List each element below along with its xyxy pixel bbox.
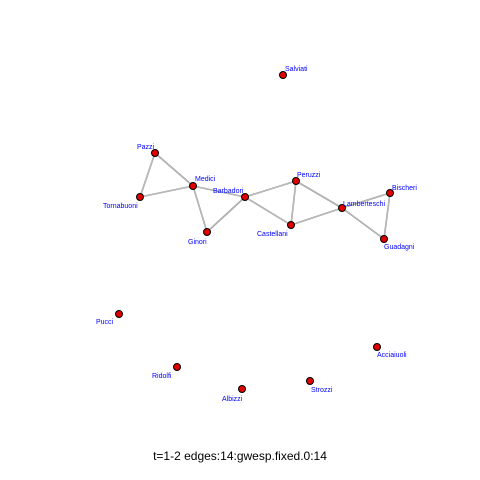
node-label: Tornabuoni <box>103 203 138 210</box>
edge-highlight <box>295 180 343 209</box>
node-marker <box>338 204 346 212</box>
node-medici: Medici <box>189 176 216 190</box>
node-marker <box>203 228 211 236</box>
node-label: Guadagni <box>384 244 415 251</box>
edge-pazzi-tornabuoni <box>139 152 156 198</box>
node-label: Ridolfi <box>152 373 172 380</box>
node-guadagni: Guadagni <box>380 235 415 251</box>
node-label: Ginori <box>188 239 207 246</box>
node-peruzzi: Peruzzi <box>292 172 321 185</box>
node-label: Bischeri <box>392 185 417 192</box>
node-marker <box>287 221 295 229</box>
node-marker <box>279 71 287 79</box>
node-label: Pazzi <box>137 144 155 151</box>
node-ridolfi: Ridolfi <box>152 363 181 380</box>
edge-highlight <box>383 192 391 240</box>
edge-highlight <box>341 207 385 240</box>
plot-caption: t=1-2 edges:14:gwesp.fixed.0:14 <box>153 449 327 463</box>
edge-tornabuoni-medici <box>139 185 194 198</box>
node-label: Albizzi <box>222 396 243 403</box>
node-lamberteschi: Lamberteschi <box>338 201 385 212</box>
edges-layer <box>139 152 391 240</box>
node-marker <box>241 193 249 201</box>
node-marker <box>386 189 394 197</box>
node-label: Peruzzi <box>297 172 321 179</box>
node-label: Salviati <box>285 66 308 73</box>
node-marker <box>115 310 123 318</box>
node-pazzi: Pazzi <box>137 144 159 157</box>
node-marker <box>306 377 314 385</box>
node-marker <box>238 385 246 393</box>
edge-highlight <box>192 185 208 233</box>
edge-highlight <box>290 180 297 226</box>
node-tornabuoni: Tornabuoni <box>103 193 144 210</box>
node-albizzi: Albizzi <box>222 385 246 403</box>
nodes-layer: Salviati Pazzi Medici Tornabuoni Barbadori Gi… <box>96 66 417 403</box>
edge-pazzi-medici <box>154 152 194 187</box>
edge-highlight <box>192 185 246 198</box>
node-pucci: Pucci <box>96 310 123 326</box>
node-marker <box>151 149 159 157</box>
node-strozzi: Strozzi <box>306 377 333 394</box>
node-marker <box>373 343 381 351</box>
node-marker <box>173 363 181 371</box>
node-label: Strozzi <box>311 387 333 394</box>
edge-lamberteschi-guadagni <box>341 207 385 240</box>
edge-peruzzi-castellani <box>290 180 297 226</box>
edge-highlight <box>154 152 194 187</box>
edge-bischeri-guadagni <box>383 192 391 240</box>
edge-castellani-lamberteschi <box>290 207 343 226</box>
edge-highlight <box>244 196 292 226</box>
node-salviati: Salviati <box>279 66 308 79</box>
node-label: Pucci <box>96 319 114 326</box>
node-label: Lamberteschi <box>343 201 385 208</box>
node-label: Medici <box>195 176 216 183</box>
edge-highlight <box>290 207 343 226</box>
edge-medici-ginori <box>192 185 208 233</box>
edge-ginori-barbadori <box>206 196 246 233</box>
edge-medici-barbadori <box>192 185 246 198</box>
node-label: Castellani <box>257 231 288 238</box>
edge-lamberteschi-bischeri <box>341 192 391 209</box>
edge-highlight <box>244 180 297 198</box>
node-label: Barbadori <box>213 188 244 195</box>
node-marker <box>292 177 300 185</box>
edge-barbadori-peruzzi <box>244 180 297 198</box>
node-bischeri: Bischeri <box>386 185 417 197</box>
node-marker <box>380 235 388 243</box>
edge-highlight <box>206 196 246 233</box>
edge-highlight <box>139 185 194 198</box>
node-marker <box>189 182 197 190</box>
edge-highlight <box>139 152 156 198</box>
node-label: Acciaiuoli <box>377 352 407 359</box>
edge-barbadori-castellani <box>244 196 292 226</box>
node-castellani: Castellani <box>257 221 295 238</box>
node-ginori: Ginori <box>188 228 211 246</box>
node-marker <box>136 193 144 201</box>
node-acciaiuoli: Acciaiuoli <box>373 343 407 359</box>
edge-highlight <box>341 192 391 209</box>
node-barbadori: Barbadori <box>213 188 249 201</box>
edge-peruzzi-lamberteschi <box>295 180 343 209</box>
